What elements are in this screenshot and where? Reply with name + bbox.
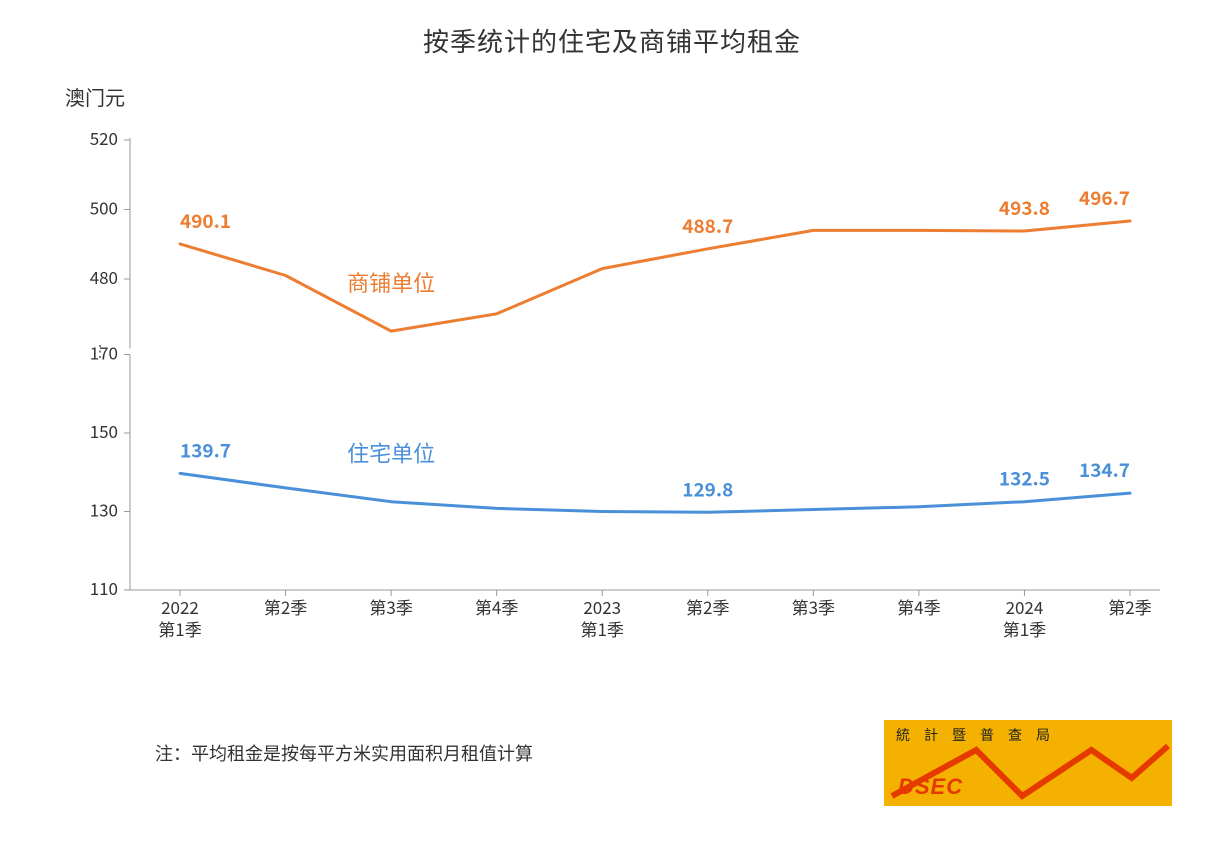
x-tick-label: 第2季 xyxy=(686,594,729,619)
data-label-commercial-9: 496.7 xyxy=(1079,184,1130,211)
chart-container: 按季统计的住宅及商铺平均租金 澳门元 ⋮48050052011013015017… xyxy=(0,0,1224,852)
series-commercial xyxy=(180,221,1130,331)
x-tick-label: 第2季 xyxy=(1108,594,1151,619)
data-label-commercial-0: 490.1 xyxy=(180,207,231,234)
logo-top-text: 統計暨普查局 xyxy=(896,727,1064,743)
svg-text:130: 130 xyxy=(90,497,118,522)
x-tick-label: 第3季 xyxy=(792,594,835,619)
x-tick-label: 第1季 xyxy=(1003,616,1046,641)
chart-title: 按季统计的住宅及商铺平均租金 xyxy=(0,22,1224,59)
x-tick-label: 第1季 xyxy=(581,616,624,641)
data-label-residential-5: 129.8 xyxy=(682,475,733,502)
x-tick-label: 第4季 xyxy=(475,594,518,619)
data-label-commercial-5: 488.7 xyxy=(682,212,733,239)
svg-text:110: 110 xyxy=(90,575,118,600)
x-tick-label: 第2季 xyxy=(264,594,307,619)
dsec-logo: 統計暨普查局 DSEC xyxy=(884,720,1172,806)
data-label-commercial-8: 493.8 xyxy=(999,194,1050,221)
legend-residential: 住宅单位 xyxy=(347,437,435,469)
chart-footnote: 注：平均租金是按每平方米实用面积月租值计算 xyxy=(155,740,533,766)
svg-text:150: 150 xyxy=(90,418,118,443)
svg-text:480: 480 xyxy=(90,264,118,289)
data-label-residential-8: 132.5 xyxy=(999,465,1050,492)
y-axis-unit-label: 澳门元 xyxy=(65,82,125,111)
legend-commercial: 商铺单位 xyxy=(347,266,435,298)
svg-text:520: 520 xyxy=(90,125,118,150)
svg-text:170: 170 xyxy=(90,340,118,365)
chart-plot: ⋮4805005201101301501702022第1季第2季第3季第4季20… xyxy=(130,120,1170,650)
series-residential xyxy=(180,473,1130,512)
data-label-residential-0: 139.7 xyxy=(180,436,231,463)
x-tick-label: 第4季 xyxy=(897,594,940,619)
svg-text:500: 500 xyxy=(90,195,118,220)
logo-main-text: DSEC xyxy=(898,774,963,799)
x-tick-label: 第1季 xyxy=(158,616,201,641)
x-tick-label: 第3季 xyxy=(369,594,412,619)
data-label-residential-9: 134.7 xyxy=(1079,456,1130,483)
